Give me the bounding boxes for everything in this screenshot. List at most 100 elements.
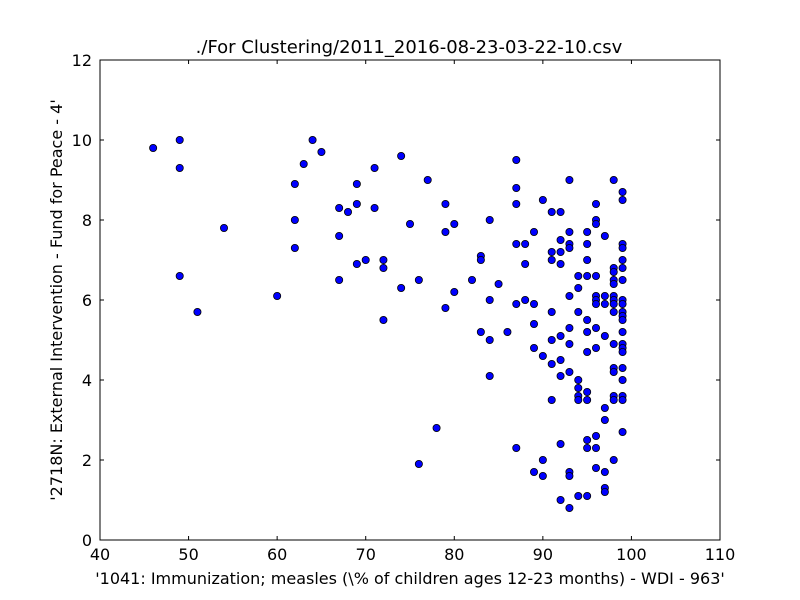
data-point [414,275,423,284]
data-point [618,395,627,404]
data-point [600,331,609,340]
data-point [512,183,521,192]
data-point [609,455,618,464]
data-point [450,219,459,228]
data-point [485,215,494,224]
data-point [574,307,583,316]
data-point [521,295,530,304]
data-point [485,335,494,344]
data-point [618,315,627,324]
data-point [556,439,565,448]
data-point [273,291,282,300]
data-point [600,403,609,412]
data-point [583,387,592,396]
data-point [467,275,476,284]
data-point [600,415,609,424]
y-axis-label: '2718N: External Intervention - Fund for… [47,99,66,500]
data-point [556,247,565,256]
data-point [370,163,379,172]
data-point [494,279,503,288]
data-point [583,239,592,248]
data-point [547,247,556,256]
data-point [556,331,565,340]
data-point [592,199,601,208]
y-tick-label: 10 [72,131,92,150]
data-point [592,431,601,440]
data-point [618,347,627,356]
data-point [556,235,565,244]
data-point [503,327,512,336]
data-point [600,467,609,476]
data-point [618,363,627,372]
data-point [600,291,609,300]
data-point [565,243,574,252]
data-point [618,327,627,336]
data-point [530,227,539,236]
data-point [583,395,592,404]
data-point [583,227,592,236]
data-point [441,303,450,312]
data-point [547,395,556,404]
data-point [583,315,592,324]
data-point [609,339,618,348]
data-point [583,443,592,452]
data-point [600,487,609,496]
data-point [547,335,556,344]
data-point [379,315,388,324]
data-point [397,283,406,292]
data-point [556,355,565,364]
data-point [574,271,583,280]
y-axis-ticks: 0 2 4 6 8 10 12 [72,51,720,550]
x-tick-label: 40 [90,545,110,564]
data-point [538,351,547,360]
x-tick-label: 80 [444,545,464,564]
x-tick-label: 100 [616,545,647,564]
data-point [352,179,361,188]
data-point [600,299,609,308]
data-point [397,151,406,160]
data-point [565,323,574,332]
data-point [476,327,485,336]
data-point [609,267,618,276]
data-point [308,135,317,144]
data-point [379,255,388,264]
y-tick-label: 8 [82,211,92,230]
data-point [547,307,556,316]
data-point [618,263,627,272]
data-point [592,271,601,280]
data-point [219,223,228,232]
x-tick-label: 60 [267,545,287,564]
data-point [618,375,627,384]
data-point [618,255,627,264]
y-tick-label: 4 [82,371,92,390]
y-tick-label: 6 [82,291,92,310]
data-point [441,199,450,208]
data-point [538,455,547,464]
data-point [618,427,627,436]
data-point [530,343,539,352]
data-point [574,491,583,500]
data-point [609,367,618,376]
data-point [175,163,184,172]
data-point [592,323,601,332]
data-point [432,423,441,432]
data-point [618,195,627,204]
plot-area [100,60,720,540]
x-tick-label: 70 [356,545,376,564]
x-tick-label: 110 [705,545,736,564]
x-tick-label: 50 [178,545,198,564]
data-point [547,255,556,264]
data-point [405,219,414,228]
data-point [565,503,574,512]
data-point [547,359,556,368]
data-point [592,343,601,352]
data-point [485,371,494,380]
y-tick-label: 0 [82,531,92,550]
data-point [574,395,583,404]
data-point [335,275,344,284]
data-point [583,327,592,336]
data-point [352,259,361,268]
data-point [609,279,618,288]
data-point [583,271,592,280]
